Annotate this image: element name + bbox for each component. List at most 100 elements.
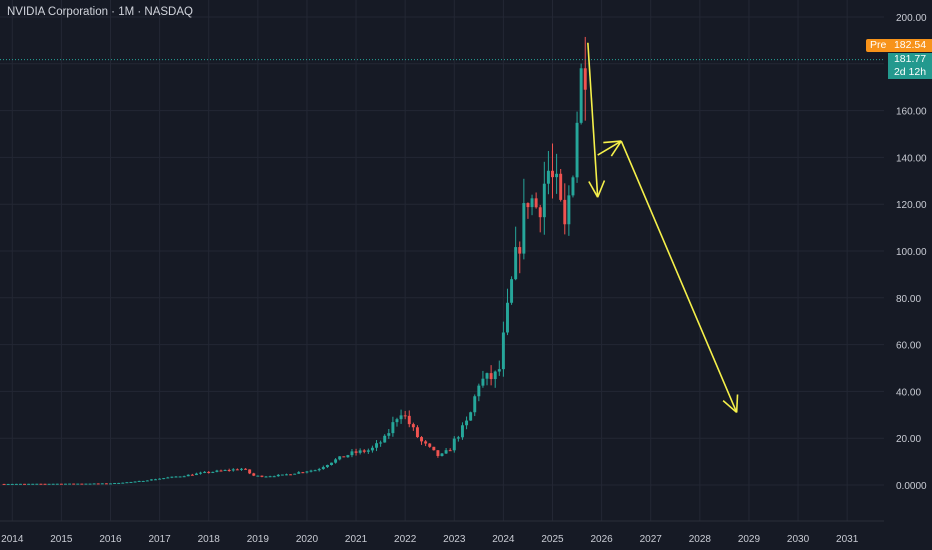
candle-body <box>579 68 583 123</box>
candle-body <box>84 483 88 485</box>
candle-body <box>317 469 321 471</box>
candle-body <box>538 207 542 218</box>
candle-body <box>268 476 272 478</box>
y-tick-label: 100.00 <box>896 247 927 258</box>
candle-body <box>432 446 436 451</box>
candle-body <box>2 483 6 485</box>
candle-body <box>145 480 149 482</box>
candle-body <box>583 68 587 90</box>
candle-body <box>59 483 63 485</box>
annotation-arrow-line <box>587 42 599 198</box>
candle-body <box>203 471 207 473</box>
annotation-arrow-head <box>588 181 599 198</box>
annotation-arrow-head <box>735 394 739 413</box>
candle-body <box>424 441 428 444</box>
candle-body <box>137 480 141 482</box>
candle-body <box>305 471 309 473</box>
candle-body <box>129 481 133 483</box>
candle-body <box>379 442 383 444</box>
candle-body <box>485 373 489 379</box>
candle-body <box>27 483 31 485</box>
candle-body <box>256 475 260 477</box>
annotation-arrow-line <box>597 140 622 156</box>
candle-body <box>415 427 419 438</box>
candle-body <box>309 470 313 472</box>
y-axis: 0.0000 20.00 40.00 60.00 80.00 100.00 120.00 14… <box>896 13 927 492</box>
x-tick-label: 2021 <box>345 534 368 545</box>
chart-title: NVIDIA Corporation · 1M · NASDAQ <box>7 6 193 18</box>
candle-body <box>297 472 301 474</box>
candle-body <box>501 332 505 370</box>
candle-body <box>158 478 162 480</box>
x-tick-label: 2025 <box>541 534 564 545</box>
candle-body <box>178 476 182 478</box>
x-tick-label: 2023 <box>443 534 466 545</box>
candle-body <box>375 443 378 448</box>
candle-body <box>104 483 108 485</box>
candle-body <box>166 477 170 479</box>
candle-body <box>68 483 72 485</box>
candle-body <box>289 474 293 476</box>
candle-body <box>567 195 571 225</box>
candle-body <box>534 198 538 208</box>
x-tick-label: 2014 <box>1 534 24 545</box>
candle-body <box>506 302 509 333</box>
candle-body <box>190 474 194 476</box>
x-tick-label: 2024 <box>492 534 515 545</box>
x-tick-label: 2016 <box>99 534 122 545</box>
candle-body <box>542 183 546 218</box>
candle-body <box>444 450 448 454</box>
candle-body <box>72 483 76 485</box>
y-tick-label: 0.0000 <box>896 481 927 492</box>
y-tick-label: 200.00 <box>896 13 927 24</box>
candle-body <box>358 450 362 453</box>
candle-body <box>133 481 137 483</box>
candle-body <box>47 483 51 485</box>
candle-body <box>338 456 342 460</box>
candle-body <box>342 456 346 458</box>
x-tick-label: 2020 <box>296 534 319 545</box>
x-tick-label: 2027 <box>640 534 663 545</box>
candle-body <box>477 385 481 397</box>
candle-body <box>497 369 501 372</box>
candle-body <box>334 459 338 463</box>
candle-body <box>100 483 104 485</box>
x-tick-label: 2031 <box>836 534 859 545</box>
x-tick-label: 2015 <box>50 534 73 545</box>
candle-body <box>399 415 403 420</box>
candle-body <box>248 469 252 474</box>
candle-body <box>235 469 239 471</box>
candle-body <box>407 415 411 425</box>
annotation-arrow-head <box>603 140 622 144</box>
annotation-arrow-head <box>722 400 738 414</box>
y-tick-label: 20.00 <box>896 434 921 445</box>
candle-body <box>10 483 14 485</box>
candle-body <box>88 483 92 485</box>
candle-body <box>113 482 117 484</box>
candle-body <box>293 473 297 475</box>
candle-body <box>76 483 80 485</box>
candle-body <box>387 433 391 436</box>
candle-body <box>411 424 415 428</box>
candle-body <box>395 419 399 423</box>
x-axis: 2014 2015 2016 2017 2018 2019 2020 2021 2022 2023… <box>1 534 859 545</box>
candle-body <box>346 455 350 458</box>
y-tick-label: 60.00 <box>896 341 921 352</box>
x-tick-label: 2026 <box>590 534 613 545</box>
candle-body <box>264 476 268 478</box>
candle-body <box>452 438 456 451</box>
candle-body <box>465 420 469 426</box>
candle-body <box>14 483 18 485</box>
candle-body <box>530 198 534 208</box>
candle-body <box>575 122 579 178</box>
candle-body <box>215 470 219 472</box>
x-tick-label: 2029 <box>738 534 761 545</box>
candle-body <box>162 478 166 480</box>
candle-body <box>125 482 129 484</box>
x-tick-label: 2017 <box>148 534 171 545</box>
candle-body <box>563 199 567 225</box>
y-tick-label: 40.00 <box>896 387 921 398</box>
candle-body <box>260 475 264 477</box>
candlestick-series <box>2 36 587 485</box>
